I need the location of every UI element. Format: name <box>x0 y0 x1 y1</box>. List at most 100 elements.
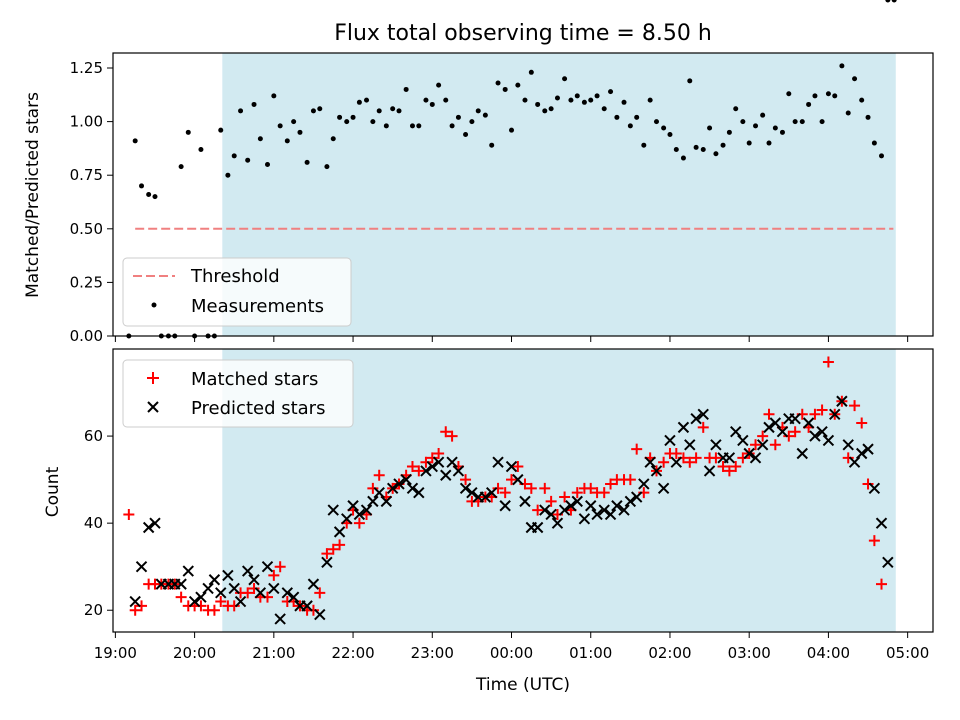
measurement-point <box>344 119 350 125</box>
measurement-point <box>152 194 158 200</box>
measurement-point <box>871 140 877 146</box>
predicted-star-point <box>769 417 782 429</box>
x-axis-label: Time (UTC) <box>475 675 570 695</box>
measurement-point <box>251 101 257 107</box>
measurement-point <box>238 108 244 114</box>
top-legend: Threshold Measurements <box>122 257 352 327</box>
predicted-star-point <box>400 473 412 486</box>
predicted-star-point <box>822 434 835 447</box>
bottom-y-tick-label: 20 <box>84 601 103 619</box>
predicted-star-point <box>281 587 294 599</box>
top-y-tick-label: 0.75 <box>70 166 103 184</box>
matched-star-point <box>585 482 597 494</box>
measurement-point <box>693 144 699 150</box>
measurement-point <box>509 127 515 133</box>
bottom-y-tick-label: 60 <box>84 427 103 445</box>
predicted-star-point <box>545 508 557 521</box>
predicted-star-point <box>571 495 583 508</box>
measurement-point <box>482 112 488 118</box>
measurement-point <box>489 142 495 148</box>
predicted-star-point <box>499 500 511 512</box>
bottom-y-tick-label: 40 <box>84 514 103 532</box>
measurement-point <box>746 140 752 146</box>
predicted-star-point <box>287 591 300 603</box>
measurement-point <box>443 97 449 103</box>
legend-predicted-label: Predicted stars <box>191 398 325 419</box>
predicted-star-point <box>789 412 801 425</box>
predicted-star-point <box>341 513 353 525</box>
predicted-star-point <box>882 556 894 569</box>
bottom-panel: 20 40 60 19:00 20:00 21:00 22:00 23:00 00:00 01:… <box>43 349 934 695</box>
predicted-star-point <box>420 465 432 477</box>
measurement-point <box>667 131 673 137</box>
bottom-y-ticks: 20 40 60 <box>84 427 113 619</box>
measurement-point <box>185 129 191 135</box>
matched-star-point <box>737 452 749 464</box>
measurement-point <box>178 164 184 170</box>
bottom-x-ticks: 19:00 20:00 21:00 22:00 23:00 00:00 01:00 02:00… <box>94 632 929 662</box>
predicted-star-point <box>314 608 326 621</box>
predicted-star-point <box>591 508 603 521</box>
matched-star-point <box>842 452 854 464</box>
predicted-star-point <box>875 517 888 529</box>
predicted-star-point <box>261 560 274 573</box>
measurement-point <box>284 138 290 144</box>
predicted-star-point <box>664 434 676 447</box>
predicted-star-point <box>749 452 762 464</box>
matched-star-point <box>757 430 769 442</box>
measurement-point <box>647 97 653 103</box>
x-tick-label: 22:00 <box>331 644 374 662</box>
measurement-point <box>403 86 409 92</box>
measurement-point <box>726 129 732 135</box>
matched-star-point <box>506 474 518 486</box>
x-tick-label: 05:00 <box>886 644 929 662</box>
predicted-star-point <box>142 521 155 534</box>
legend-predicted-swatch <box>147 401 159 413</box>
measurement-point <box>653 119 659 125</box>
predicted-star-point <box>195 591 207 603</box>
matched-star-point <box>195 600 207 612</box>
predicted-star-point <box>836 395 848 407</box>
legend-measurements-swatch <box>151 302 157 308</box>
predicted-star-point <box>816 426 828 438</box>
measurement-point <box>455 114 461 120</box>
matched-star-point <box>862 478 874 490</box>
measurement-point <box>376 108 382 114</box>
measurement-point <box>495 80 501 86</box>
measurement-point <box>627 123 633 129</box>
matched-star-point <box>525 482 537 494</box>
matched-star-point <box>367 482 379 494</box>
measurement-point <box>891 0 897 3</box>
measurement-point <box>825 91 831 97</box>
top-y-tick-label: 0.50 <box>70 220 103 238</box>
matched-star-point <box>228 600 240 612</box>
matched-star-point <box>876 578 888 590</box>
measurement-point <box>383 123 389 129</box>
measurement-point <box>436 82 442 88</box>
matched-star-point <box>723 465 735 477</box>
x-tick-label: 03:00 <box>728 644 771 662</box>
predicted-star-point <box>512 473 524 486</box>
predicted-star-point <box>505 460 518 473</box>
matched-star-point <box>717 461 729 473</box>
measurement-point <box>364 97 370 103</box>
measurement-point <box>291 119 297 125</box>
legend-matched-label: Matched stars <box>191 369 318 390</box>
matched-star-point <box>460 474 472 486</box>
measurement-point <box>390 106 396 112</box>
top-y-tick-label: 1.25 <box>70 59 103 77</box>
legend-threshold-label: Threshold <box>190 266 280 287</box>
matched-star-point <box>274 561 286 573</box>
predicted-star-point <box>710 439 722 451</box>
predicted-star-point <box>677 421 690 434</box>
predicted-star-point <box>565 500 577 512</box>
predicted-star-point <box>519 495 531 508</box>
predicted-star-point <box>650 465 663 477</box>
top-panel: 0.00 0.25 0.50 0.75 1.00 1.25 Matched/Predict… <box>23 0 934 345</box>
matched-star-point <box>856 417 868 429</box>
predicted-star-point <box>274 613 286 625</box>
predicted-star-point <box>618 504 630 516</box>
measurement-point <box>277 123 283 129</box>
measurement-point <box>317 106 323 112</box>
predicted-star-point <box>684 439 696 451</box>
